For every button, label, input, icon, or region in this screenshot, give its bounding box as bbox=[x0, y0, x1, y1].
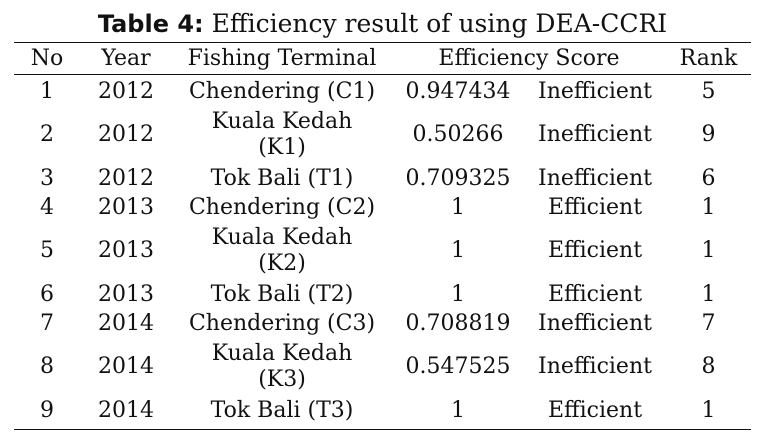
row-efficiency-score: 0.547525 bbox=[405, 354, 511, 379]
row-year: 2014 bbox=[98, 354, 154, 379]
row-efficiency-status: Inefficient bbox=[538, 78, 652, 104]
table-title: Efficiency result of using DEA-CCRI bbox=[203, 9, 668, 38]
row-rank: 9 bbox=[701, 122, 716, 147]
row-rank: 1 bbox=[701, 397, 716, 423]
row-year: 2013 bbox=[98, 194, 154, 220]
row-fishing-terminal: Chendering (C3) bbox=[188, 310, 376, 336]
row-year: 2013 bbox=[98, 281, 154, 307]
row-efficiency-status: Inefficient bbox=[538, 310, 652, 336]
row-year: 2014 bbox=[98, 397, 154, 423]
header-no: No bbox=[30, 46, 64, 71]
row-efficiency-status: Inefficient bbox=[538, 354, 652, 379]
row-efficiency-score: 1 bbox=[451, 281, 465, 307]
header-rule bbox=[14, 74, 751, 75]
row-fishing-terminal: (K1) bbox=[258, 135, 306, 160]
row-efficiency-status: Efficient bbox=[547, 397, 643, 423]
row-rank: 8 bbox=[701, 354, 716, 379]
row-rank: 1 bbox=[701, 281, 716, 307]
row-rank: 5 bbox=[701, 78, 716, 104]
row-no: 6 bbox=[40, 281, 54, 307]
row-no: 7 bbox=[40, 310, 54, 336]
row-efficiency-score: 1 bbox=[451, 397, 465, 423]
row-fishing-terminal: Tok Bali (T1) bbox=[210, 165, 354, 191]
row-rank: 1 bbox=[701, 194, 716, 220]
row-fishing-terminal: Kuala Kedah bbox=[211, 341, 353, 366]
row-fishing-terminal: (K2) bbox=[258, 251, 306, 276]
row-no: 5 bbox=[40, 238, 54, 263]
row-efficiency-status: Inefficient bbox=[538, 122, 652, 147]
row-efficiency-status: Efficient bbox=[547, 281, 643, 307]
row-fishing-terminal: Kuala Kedah bbox=[211, 109, 353, 134]
row-rank: 1 bbox=[701, 238, 716, 263]
row-fishing-terminal: Tok Bali (T3) bbox=[210, 397, 354, 423]
row-rank: 6 bbox=[701, 165, 716, 191]
row-fishing-terminal: (K3) bbox=[258, 367, 306, 392]
row-no: 2 bbox=[40, 122, 54, 147]
row-efficiency-score: 0.708819 bbox=[405, 310, 511, 336]
row-efficiency-score: 0.709325 bbox=[405, 165, 511, 191]
row-fishing-terminal: Kuala Kedah bbox=[211, 225, 353, 250]
table-number: Table 4: bbox=[97, 10, 204, 38]
header-efficiency-score: Efficiency Score bbox=[438, 46, 620, 71]
header-year: Year bbox=[101, 46, 151, 71]
bottom-rule bbox=[14, 429, 751, 430]
row-no: 4 bbox=[40, 194, 54, 220]
row-year: 2012 bbox=[98, 165, 154, 191]
row-efficiency-score: 0.947434 bbox=[405, 78, 511, 104]
row-efficiency-status: Efficient bbox=[547, 238, 643, 263]
row-efficiency-score: 1 bbox=[451, 194, 465, 220]
row-fishing-terminal: Chendering (C1) bbox=[188, 78, 376, 104]
row-year: 2014 bbox=[98, 310, 154, 336]
row-no: 1 bbox=[40, 78, 54, 104]
row-fishing-terminal: Chendering (C2) bbox=[188, 194, 376, 220]
row-efficiency-status: Efficient bbox=[547, 194, 643, 220]
row-year: 2013 bbox=[98, 238, 154, 263]
row-rank: 7 bbox=[701, 310, 716, 336]
top-rule bbox=[14, 42, 751, 43]
row-efficiency-score: 1 bbox=[451, 238, 465, 263]
header-rank: Rank bbox=[679, 46, 738, 71]
row-no: 8 bbox=[40, 354, 54, 379]
row-no: 3 bbox=[40, 165, 54, 191]
table-caption: Table 4: Efficiency result of using DEA-… bbox=[0, 8, 765, 40]
header-fishing-terminal: Fishing Terminal bbox=[187, 46, 377, 71]
row-no: 9 bbox=[40, 397, 54, 423]
row-fishing-terminal: Tok Bali (T2) bbox=[210, 281, 354, 307]
row-year: 2012 bbox=[98, 78, 154, 104]
row-year: 2012 bbox=[98, 122, 154, 147]
row-efficiency-score: 0.50266 bbox=[412, 122, 504, 147]
row-efficiency-status: Inefficient bbox=[538, 165, 652, 191]
